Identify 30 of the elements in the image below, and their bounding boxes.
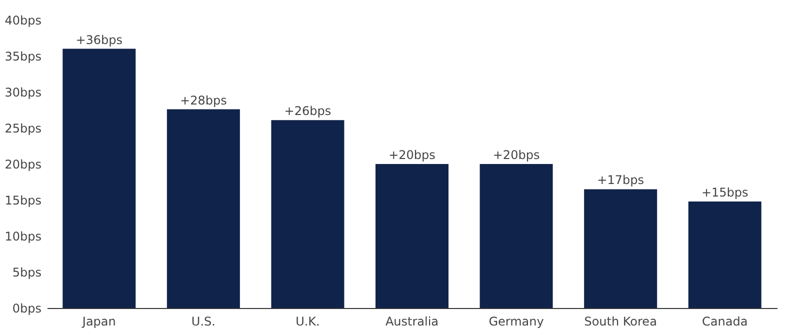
bar — [62, 48, 136, 308]
y-tick-label: 20bps — [4, 158, 42, 172]
y-tick-label: 0bps — [12, 302, 42, 316]
y-tick-label: 15bps — [4, 194, 42, 208]
y-tick-label: 40bps — [4, 14, 42, 28]
x-tick-label: Australia — [385, 314, 439, 328]
bar — [688, 201, 762, 308]
data-label: +36bps — [76, 32, 123, 47]
bar — [271, 120, 344, 308]
bar — [480, 164, 553, 308]
x-tick-label: South Korea — [584, 314, 657, 328]
y-tick-label: 25bps — [4, 122, 42, 136]
y-tick-label: 30bps — [4, 86, 42, 100]
data-label: +17bps — [597, 173, 644, 188]
x-tick-label: Canada — [702, 314, 748, 328]
data-label: +20bps — [388, 148, 436, 162]
data-label: +28bps — [180, 93, 227, 108]
data-label: +20bps — [492, 148, 540, 162]
bar — [376, 164, 448, 308]
data-label: +15bps — [701, 185, 748, 200]
y-tick-label: 10bps — [4, 230, 42, 244]
bar — [584, 189, 658, 308]
x-tick-label: Japan — [81, 314, 116, 328]
y-tick-label: 5bps — [12, 266, 42, 280]
y-tick-label: 35bps — [4, 50, 42, 64]
x-tick-label: Germany — [488, 314, 544, 328]
data-label: +26bps — [284, 104, 332, 118]
bar — [166, 109, 240, 308]
x-tick-label: U.S. — [191, 314, 216, 328]
x-tick-label: U.K. — [296, 314, 320, 328]
